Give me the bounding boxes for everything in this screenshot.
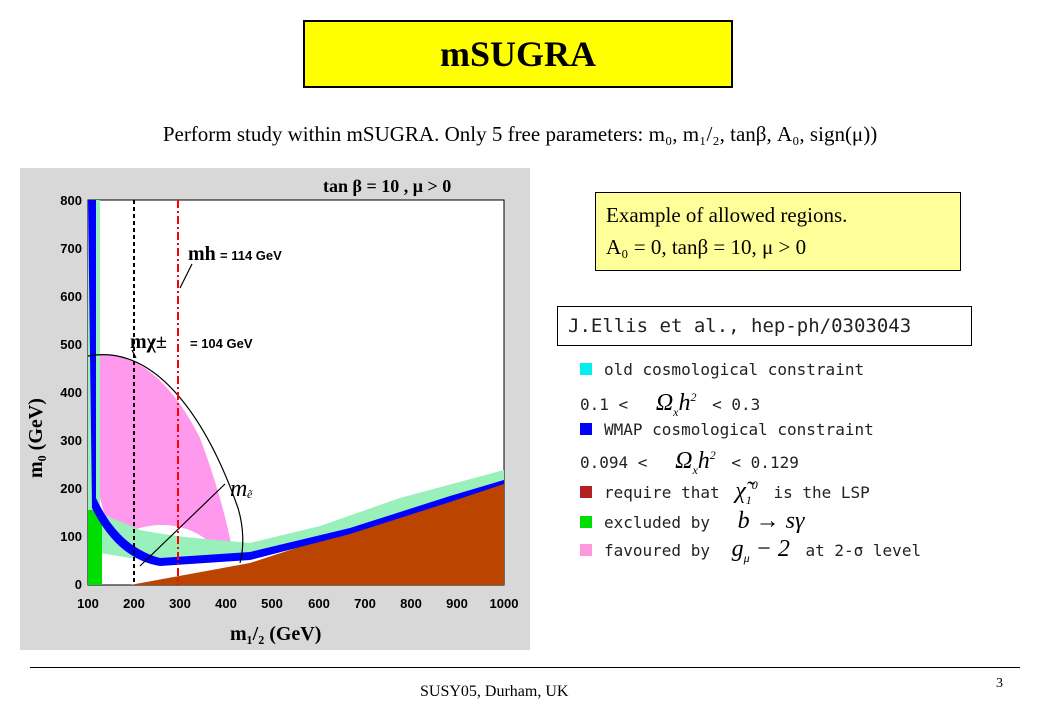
x-tick: 800	[400, 596, 422, 611]
page-number: 3	[996, 676, 1003, 691]
legend-g2-pre: favoured by	[604, 541, 710, 560]
neutralino-symbol: χ̃10	[735, 478, 758, 507]
x-tick: 300	[169, 596, 191, 611]
y-tick: 100	[60, 529, 82, 544]
slide-subtitle: Perform study within mSUGRA. Only 5 free…	[162, 122, 878, 146]
mh-arrow	[179, 263, 193, 289]
svg-text:ẽ: ẽ	[247, 487, 253, 501]
y-tick: 700	[60, 241, 82, 256]
legend-lsp-post: is the LSP	[773, 483, 870, 502]
x-axis-label: m₁/₂ (GeV)	[230, 623, 321, 645]
footer-text: SUSY05, Durham, UK	[420, 683, 569, 700]
x-tick: 1000	[490, 596, 519, 611]
x-tick: 100	[77, 596, 99, 611]
y-tick: 300	[60, 433, 82, 448]
plot-header: tan β = 10 , μ > 0	[323, 176, 451, 196]
old-cosmology-region	[88, 470, 504, 563]
y-tick: 500	[60, 337, 82, 352]
x-tick: 700	[354, 596, 376, 611]
y-axis-label: m₀ (GeV)	[25, 398, 47, 478]
omega-formula: Ωxh2	[655, 390, 697, 419]
y-tick: 200	[60, 481, 82, 496]
g2-favoured-region	[88, 354, 232, 553]
x-tick: 900	[446, 596, 468, 611]
bsg-swatch	[580, 516, 592, 528]
g2-formula: gμ − 2	[731, 536, 790, 565]
legend-bsg-pre: excluded by	[604, 513, 710, 532]
legend-g2-post: at 2-σ level	[805, 541, 922, 560]
legend-old-range: 0.1 < Ωxh2 < 0.3	[580, 390, 760, 420]
old-range-pre: 0.1 <	[580, 395, 629, 414]
stau-lsp-region	[130, 480, 504, 585]
g2-swatch	[580, 544, 592, 556]
me-label: m	[230, 476, 247, 502]
x-tick: 600	[308, 596, 330, 611]
x-tick: 500	[261, 596, 283, 611]
wmap-range-pre: 0.094 <	[580, 453, 648, 472]
old-range-post: < 0.3	[712, 395, 761, 414]
lsp-swatch	[580, 486, 592, 498]
y-tick: 0	[75, 577, 82, 592]
bsg-formula: b → sγ	[737, 508, 805, 534]
legend-bsg-item: excluded by b → sγ	[580, 508, 804, 535]
mSUGRA-plot: tan β = 10 , μ > 0 mh = 114 GeV mχ± = 10…	[20, 168, 530, 650]
y-tick: 400	[60, 385, 82, 400]
slide-title: mSUGRA	[303, 20, 733, 88]
legend-wmap-label: WMAP cosmological constraint	[604, 420, 874, 439]
mh-label: mh	[188, 243, 216, 265]
example-line-2: A₀ = 0, tanβ = 10, μ > 0	[606, 235, 807, 259]
wmap-range-post: < 0.129	[731, 453, 799, 472]
x-tick: 200	[123, 596, 145, 611]
legend-wmap-item: WMAP cosmological constraint	[580, 420, 874, 439]
example-box: Example of allowed regions. A₀ = 0, tanβ…	[595, 192, 961, 271]
wmap-swatch	[580, 423, 592, 435]
x-tick: 400	[215, 596, 237, 611]
legend-wmap-range: 0.094 < Ωxh2 < 0.129	[580, 448, 799, 478]
bsg-excluded-region	[88, 510, 102, 585]
mchi-arrow	[131, 349, 137, 359]
mchi-value: = 104 GeV	[190, 336, 253, 351]
legend-lsp-item: require that χ̃10 is the LSP	[580, 478, 870, 508]
x-tick-labels: 100 200 300 400 500 600 700 800 900 1000	[77, 596, 518, 611]
mchi-label: mχ±	[130, 331, 167, 353]
y-tick: 800	[60, 193, 82, 208]
y-tick: 600	[60, 289, 82, 304]
mh-value: = 114 GeV	[220, 248, 282, 263]
y-tick-labels: 0 100 200 300 400 500 600 700 800	[60, 193, 82, 592]
omega-formula: Ωxh2	[675, 448, 716, 477]
me-arrow	[139, 483, 226, 567]
old-swatch	[580, 363, 592, 375]
legend-old-item: old cosmological constraint	[580, 360, 864, 379]
legend-g2-item: favoured by gμ − 2 at 2-σ level	[580, 536, 921, 566]
example-line-1: Example of allowed regions.	[606, 203, 848, 227]
reference-box: J.Ellis et al., hep-ph/0303043	[557, 306, 972, 346]
footer-rule	[30, 667, 1020, 668]
legend-lsp-pre: require that	[604, 483, 720, 502]
legend-old-label: old cosmological constraint	[604, 360, 865, 379]
